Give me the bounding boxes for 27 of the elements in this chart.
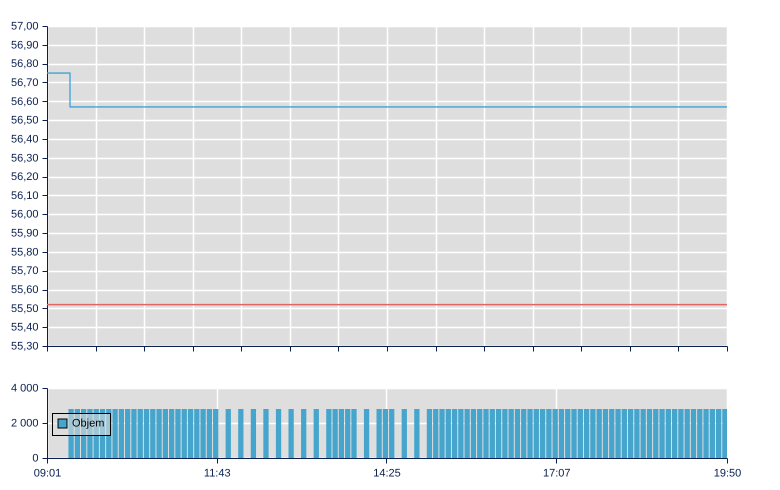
x-tick-label: 11:43 — [204, 468, 231, 480]
y-tick-label: 55,40 — [10, 322, 38, 334]
y-tick-label: 56,40 — [10, 133, 38, 146]
y-tick-label: 4 000 — [10, 382, 38, 394]
y-tick-label: 55,50 — [10, 302, 38, 315]
y-tick-label: 55,70 — [10, 265, 38, 278]
y-tick-label: 55,80 — [10, 246, 38, 258]
y-tick-label: 55,60 — [10, 284, 38, 296]
y-tick-label: 56,90 — [10, 39, 38, 52]
y-tick-label: 56,30 — [10, 152, 38, 164]
y-tick-label: 0 — [32, 452, 38, 464]
y-tick-label: 56,20 — [10, 171, 38, 184]
y-tick-label: 55,90 — [10, 228, 38, 240]
y-tick-label: 56,00 — [10, 208, 38, 221]
y-tick-label: 56,50 — [10, 114, 38, 127]
y-tick-label: 55,30 — [10, 340, 38, 352]
y-tick-label: 56,80 — [10, 58, 38, 70]
y-tick-label: 57,00 — [10, 20, 38, 32]
y-tick-label: 56,10 — [10, 190, 38, 202]
legend-label: Objem — [72, 418, 104, 430]
x-tick-label: 17:07 — [542, 468, 571, 480]
x-tick-label: 14:25 — [373, 468, 401, 480]
x-tick-label: 09:01 — [34, 468, 62, 480]
y-tick-label: 2 000 — [10, 418, 38, 430]
x-tick-label: 19:50 — [714, 468, 742, 480]
y-tick-label: 56,70 — [10, 76, 38, 89]
y-tick-label: 56,60 — [10, 96, 38, 108]
